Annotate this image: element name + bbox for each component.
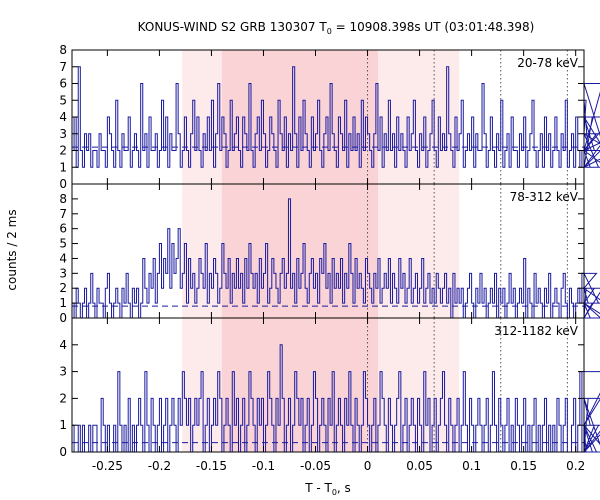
x-tick-label: -0.1 bbox=[252, 459, 275, 473]
x-tick-label: 0.05 bbox=[406, 459, 433, 473]
chart-title-subscript: 0 bbox=[327, 27, 332, 36]
x-tick-label: 0.1 bbox=[462, 459, 481, 473]
x-tick-label: 0.15 bbox=[510, 459, 537, 473]
y-tick-label: 5 bbox=[59, 93, 67, 107]
count-rate-series bbox=[72, 198, 600, 319]
y-tick-label: 3 bbox=[59, 365, 67, 379]
x-tick-label: 0 bbox=[364, 459, 372, 473]
y-tick-label: 5 bbox=[59, 237, 67, 251]
shaded-region-2 bbox=[221, 318, 378, 452]
y-tick-label: 8 bbox=[59, 43, 67, 57]
y-tick-label: 1 bbox=[59, 296, 67, 310]
panel-3: 0 1 2 3 4 312-1182 keV bbox=[59, 317, 600, 459]
x-tick-label: -0.2 bbox=[148, 459, 171, 473]
x-axis: -0.25 -0.2 -0.15 -0.1 -0.05 0 0.05 0.1 0.15 0.2 bbox=[92, 459, 585, 473]
y-tick-label: 2 bbox=[59, 144, 67, 158]
y-tick-label: 6 bbox=[59, 77, 67, 91]
chart-title: KONUS-WIND S2 GRB 130307 T0 = 10908.398s… bbox=[138, 20, 535, 36]
panel-1: 0 1 2 3 4 5 6 7 8 20-78 keV bbox=[59, 43, 600, 191]
x-tick-label: -0.05 bbox=[300, 459, 331, 473]
y-tick-label: 4 bbox=[59, 338, 67, 352]
y-tick-label: 4 bbox=[59, 251, 67, 265]
y-tick-label: 3 bbox=[59, 266, 67, 280]
energy-band-label: 20-78 keV bbox=[517, 56, 579, 70]
y-tick-label: 1 bbox=[59, 418, 67, 432]
y-tick-label: 7 bbox=[59, 60, 67, 74]
y-tick-label: 4 bbox=[59, 110, 67, 124]
chart-title-prefix: KONUS-WIND S2 GRB 130307 T bbox=[138, 20, 328, 34]
y-tick-label: 7 bbox=[59, 207, 67, 221]
energy-band-label: 78-312 keV bbox=[510, 190, 579, 204]
y-tick-label: 8 bbox=[59, 192, 67, 206]
x-axis-label-subscript: 0 bbox=[332, 488, 337, 497]
x-axis-label: T - T0, s bbox=[304, 481, 351, 497]
energy-band-label: 312-1182 keV bbox=[494, 324, 578, 338]
chart-title-suffix: = 10908.398s UT (03:01:48.398) bbox=[332, 20, 535, 34]
shaded-region-2 bbox=[221, 184, 378, 318]
y-tick-label: 3 bbox=[59, 127, 67, 141]
x-tick-label: -0.15 bbox=[196, 459, 227, 473]
x-axis-label-suffix: , s bbox=[337, 481, 351, 495]
y-tick-label: 2 bbox=[59, 391, 67, 405]
y-axis-label: counts / 2 ms bbox=[5, 209, 19, 290]
x-tick-label: -0.25 bbox=[92, 459, 123, 473]
x-tick-label: 0.2 bbox=[566, 459, 585, 473]
y-tick-label: 0 bbox=[59, 177, 67, 191]
y-tick-label: 0 bbox=[59, 445, 67, 459]
count-rate-series bbox=[72, 66, 600, 168]
y-tick-label: 2 bbox=[59, 281, 67, 295]
y-tick-label: 6 bbox=[59, 222, 67, 236]
y-tick-label: 1 bbox=[59, 160, 67, 174]
panel-frame bbox=[71, 317, 585, 453]
y-tick-label: 0 bbox=[59, 311, 67, 325]
x-axis-label-prefix: T - T bbox=[304, 481, 332, 495]
